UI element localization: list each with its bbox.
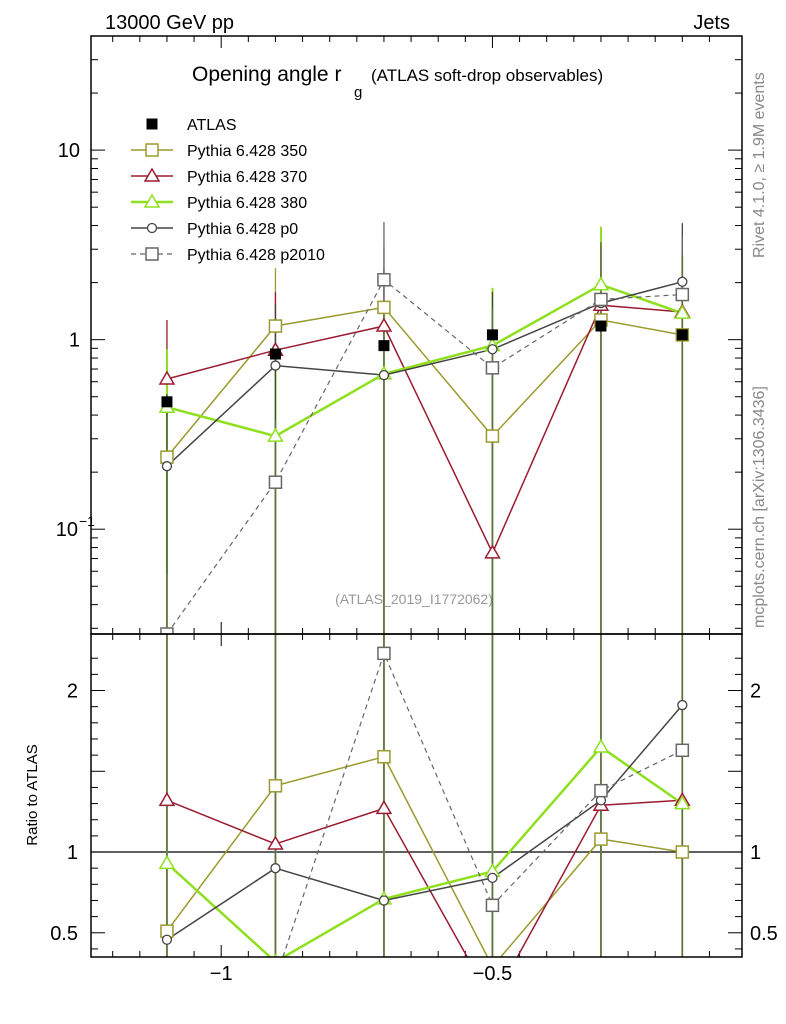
series-point: [377, 273, 391, 287]
x-tick-label: −1: [210, 963, 233, 985]
series-point: [160, 627, 174, 634]
ratio-series-point: [270, 863, 281, 874]
series-point: [592, 276, 610, 291]
series-point: [594, 292, 608, 307]
ratio-series-point: [161, 934, 173, 945]
series-line: [166, 306, 683, 458]
series-point: [675, 287, 690, 302]
main-plot-area: [158, 222, 691, 634]
ratio-series-point: [268, 779, 283, 793]
legend-label: Pythia 6.428 p0: [187, 221, 298, 238]
ratio-series-point: [675, 743, 690, 758]
data-point: [676, 329, 688, 341]
x-tick-label: −0.5: [473, 963, 512, 985]
ratio-series-point: [677, 699, 688, 711]
data-point: [269, 348, 281, 360]
ratio-y-tick-label: 0.5: [50, 923, 78, 945]
ratio-y-tick-label: 2: [67, 681, 78, 703]
series-point: [485, 361, 500, 375]
ratio-series-point: [674, 795, 691, 810]
legend-label: Pythia 6.428 350: [187, 143, 307, 160]
series-line: [166, 281, 683, 467]
rivet-label: Rivet 4.1.0, ≥ 1.9M events: [751, 72, 768, 258]
ratio-series-point: [594, 832, 608, 846]
legend-marker: [146, 118, 158, 130]
series-point: [487, 344, 498, 355]
data-point: [486, 329, 498, 341]
series-point: [484, 544, 501, 559]
energy-label: 13000 GeV pp: [105, 12, 234, 34]
plot-title: Opening angle r: [192, 63, 341, 86]
mcplots-label: mcplots.cern.ch [arXiv:1306.3436]: [751, 386, 768, 628]
series-point: [267, 427, 284, 442]
series-point: [268, 319, 283, 333]
ratio-series-point: [269, 974, 281, 986]
ratio-series-line: [166, 745, 684, 957]
series-point: [268, 475, 283, 489]
category-label: Jets: [693, 12, 730, 34]
series-point: [378, 369, 390, 381]
plot-title-rest: (ATLAS soft-drop observables): [371, 66, 603, 85]
legend-label: Pythia 6.428 380: [187, 195, 307, 212]
ratio-series-point: [592, 738, 610, 753]
ratio-series-point: [487, 872, 498, 884]
series-line: [166, 304, 683, 555]
ratio-y-tick-label: 1: [67, 842, 78, 864]
series-point: [375, 317, 393, 332]
ratio-series-point: [158, 854, 176, 870]
y-tick-label-exponent: −1: [79, 513, 95, 529]
legend-label: Pythia 6.428 p2010: [187, 247, 325, 264]
ratio-y-tick-label-right: 1: [750, 842, 761, 864]
series-line: [166, 283, 683, 438]
series-point: [674, 304, 691, 319]
series-line: [166, 278, 683, 634]
y-tick-label: 10: [56, 519, 78, 541]
series-point: [270, 360, 281, 371]
legend-marker: [143, 167, 161, 182]
ratio-plot-area: [91, 634, 742, 1010]
ratio-series-point: [378, 895, 390, 906]
series-point: [161, 461, 173, 472]
ratio-series-line: [166, 799, 683, 957]
ratio-series-point: [377, 646, 391, 661]
series-point: [485, 429, 500, 443]
data-point: [378, 340, 390, 352]
ratio-series-point: [377, 749, 391, 764]
series-point: [377, 300, 391, 315]
ratio-y-tick-label-right: 0.5: [750, 923, 778, 945]
y-tick-label: 10: [58, 140, 80, 162]
data-point: [161, 396, 173, 408]
legend-label: Pythia 6.428 370: [187, 169, 307, 186]
ratio-y-tick-label-right: 2: [750, 681, 761, 703]
y-tick-label: 1: [69, 330, 80, 352]
ratio-y-axis-label: Ratio to ATLAS: [24, 744, 41, 845]
ratio-series-point: [267, 835, 284, 850]
ratio-series-point: [161, 998, 173, 1010]
ratio-series-point: [485, 898, 500, 913]
series-point: [677, 276, 688, 287]
ratio-series-line: [166, 704, 683, 941]
ratio-series-point: [158, 791, 176, 807]
legend-marker: [145, 247, 159, 261]
ratio-series-line: [282, 651, 683, 957]
legend: ATLAS Pythia 6.428 350 Pythia 6.428 370 Pyt…: [131, 117, 325, 264]
analysis-watermark: (ATLAS_2019_I1772062): [335, 591, 493, 607]
series-point: [158, 370, 176, 385]
ratio-series-point: [594, 783, 608, 798]
ratio-series-point: [375, 799, 393, 815]
ratio-series-line: [166, 755, 683, 957]
legend-marker: [145, 143, 159, 157]
legend-marker: [146, 222, 158, 234]
legend-marker: [143, 193, 161, 208]
data-point: [595, 320, 607, 332]
plot-title-subscript: g: [354, 84, 362, 101]
ratio-series-point: [675, 845, 690, 859]
legend-label: ATLAS: [187, 117, 237, 134]
ratio-frame: [90, 633, 743, 958]
ratio-series-point: [485, 995, 499, 1007]
